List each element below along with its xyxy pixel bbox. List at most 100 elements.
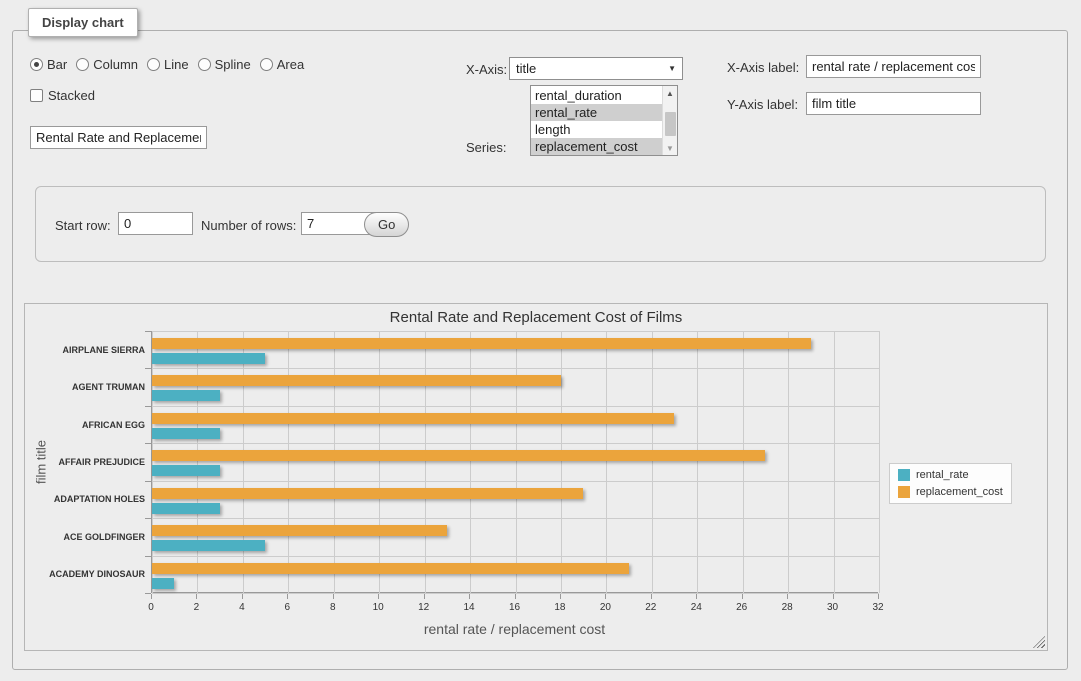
bar-rental_rate-airplane-sierra[interactable] xyxy=(152,353,265,364)
x-tick-mark xyxy=(242,594,243,599)
x-axis-label-input[interactable] xyxy=(806,55,981,78)
radio-bar[interactable]: Bar xyxy=(30,57,67,72)
gridline-vertical xyxy=(561,331,562,593)
x-tick-label: 14 xyxy=(464,602,475,613)
bar-rental_rate-african-egg[interactable] xyxy=(152,428,220,439)
y-tick-mark xyxy=(145,481,151,482)
y-tick-mark xyxy=(145,518,151,519)
bar-rental_rate-academy-dinosaur[interactable] xyxy=(152,578,174,589)
radio-circle-line[interactable] xyxy=(147,58,160,71)
bar-replacement_cost-airplane-sierra[interactable] xyxy=(152,338,811,349)
radio-area[interactable]: Area xyxy=(260,57,304,72)
x-tick-label: 8 xyxy=(330,602,336,613)
gridline-horizontal xyxy=(152,481,879,482)
start-row-label: Start row: xyxy=(55,218,111,233)
gridline-vertical xyxy=(834,331,835,593)
bar-rental_rate-affair-prejudice[interactable] xyxy=(152,465,220,476)
y-tick-mark xyxy=(145,556,151,557)
x-tick-mark xyxy=(696,594,697,599)
series-option-length[interactable]: length xyxy=(531,121,662,138)
gridline-horizontal xyxy=(152,518,879,519)
gridline-vertical xyxy=(470,331,471,593)
bar-rental_rate-adaptation-holes[interactable] xyxy=(152,503,220,514)
gridline-horizontal xyxy=(152,368,879,369)
x-axis-select-label: X-Axis: xyxy=(466,62,507,77)
bar-replacement_cost-ace-goldfinger[interactable] xyxy=(152,525,447,536)
radio-circle-spline[interactable] xyxy=(198,58,211,71)
radio-label: Line xyxy=(164,57,189,72)
radio-line[interactable]: Line xyxy=(147,57,189,72)
x-tick-mark xyxy=(469,594,470,599)
radio-spline[interactable]: Spline xyxy=(198,57,251,72)
bar-replacement_cost-agent-truman[interactable] xyxy=(152,375,561,386)
category-label: AFRICAN EGG xyxy=(45,420,145,430)
category-label: ACE GOLDFINGER xyxy=(45,532,145,542)
category-label: AGENT TRUMAN xyxy=(45,382,145,392)
legend-label: replacement_cost xyxy=(916,486,1003,498)
category-label: AFFAIR PREJUDICE xyxy=(45,457,145,467)
x-tick-label: 4 xyxy=(239,602,245,613)
gridline-vertical xyxy=(697,331,698,593)
legend-item-rental_rate[interactable]: rental_rate xyxy=(898,469,1003,481)
gridline-vertical xyxy=(788,331,789,593)
start-row-input[interactable] xyxy=(118,212,193,235)
radio-circle-bar[interactable] xyxy=(30,58,43,71)
x-tick-label: 32 xyxy=(872,602,883,613)
bar-rental_rate-ace-goldfinger[interactable] xyxy=(152,540,265,551)
x-tick-mark xyxy=(878,594,879,599)
radio-circle-area[interactable] xyxy=(260,58,273,71)
gridline-vertical xyxy=(879,331,880,593)
x-tick-label: 2 xyxy=(194,602,200,613)
x-tick-mark xyxy=(651,594,652,599)
gridline-vertical xyxy=(152,331,153,593)
scrollbar-thumb[interactable] xyxy=(665,112,676,136)
stacked-checkbox-row[interactable]: Stacked xyxy=(30,88,95,103)
gridline-horizontal xyxy=(152,556,879,557)
legend-swatch-replacement_cost xyxy=(898,486,910,498)
bar-rental_rate-agent-truman[interactable] xyxy=(152,390,220,401)
x-tick-mark xyxy=(287,594,288,599)
y-axis-label-input[interactable] xyxy=(806,92,981,115)
category-label: ACADEMY DINOSAUR xyxy=(45,569,145,579)
y-tick-mark xyxy=(145,331,151,332)
bar-replacement_cost-adaptation-holes[interactable] xyxy=(152,488,583,499)
resize-handle-icon[interactable] xyxy=(1033,636,1045,648)
gridline-vertical xyxy=(743,331,744,593)
listbox-scrollbar[interactable]: ▲ ▼ xyxy=(662,86,677,155)
x-axis-title: rental rate / replacement cost xyxy=(151,621,878,637)
bar-replacement_cost-academy-dinosaur[interactable] xyxy=(152,563,629,574)
y-axis-label-label: Y-Axis label: xyxy=(727,97,798,112)
x-tick-label: 10 xyxy=(373,602,384,613)
plot-area xyxy=(151,331,878,593)
x-tick-label: 18 xyxy=(554,602,565,613)
series-option-replacement_cost[interactable]: replacement_cost xyxy=(531,138,662,155)
gridline-vertical xyxy=(652,331,653,593)
stacked-checkbox[interactable] xyxy=(30,89,43,102)
gridline-horizontal xyxy=(152,593,879,594)
go-button[interactable]: Go xyxy=(364,212,409,237)
series-label: Series: xyxy=(466,140,506,155)
scroll-up-icon[interactable]: ▲ xyxy=(663,86,678,100)
x-tick-label: 16 xyxy=(509,602,520,613)
x-tick-label: 6 xyxy=(285,602,291,613)
chart-title-input[interactable] xyxy=(30,126,207,149)
series-listbox[interactable]: rental_durationrental_ratelengthreplacem… xyxy=(530,85,678,156)
x-axis-select[interactable]: title ▼ xyxy=(509,57,683,80)
x-tick-mark xyxy=(787,594,788,599)
radio-column[interactable]: Column xyxy=(76,57,138,72)
y-tick-mark xyxy=(145,368,151,369)
radio-label: Column xyxy=(93,57,138,72)
legend-item-replacement_cost[interactable]: replacement_cost xyxy=(898,486,1003,498)
bar-replacement_cost-african-egg[interactable] xyxy=(152,413,674,424)
bar-replacement_cost-affair-prejudice[interactable] xyxy=(152,450,765,461)
x-tick-label: 24 xyxy=(691,602,702,613)
radio-label: Spline xyxy=(215,57,251,72)
series-option-rental_rate[interactable]: rental_rate xyxy=(531,104,662,121)
gridline-vertical xyxy=(288,331,289,593)
scroll-down-icon[interactable]: ▼ xyxy=(663,141,678,155)
series-option-rental_duration[interactable]: rental_duration xyxy=(531,87,662,104)
x-axis-label-label: X-Axis label: xyxy=(727,60,799,75)
gridline-horizontal xyxy=(152,443,879,444)
gridline-vertical xyxy=(334,331,335,593)
radio-circle-column[interactable] xyxy=(76,58,89,71)
